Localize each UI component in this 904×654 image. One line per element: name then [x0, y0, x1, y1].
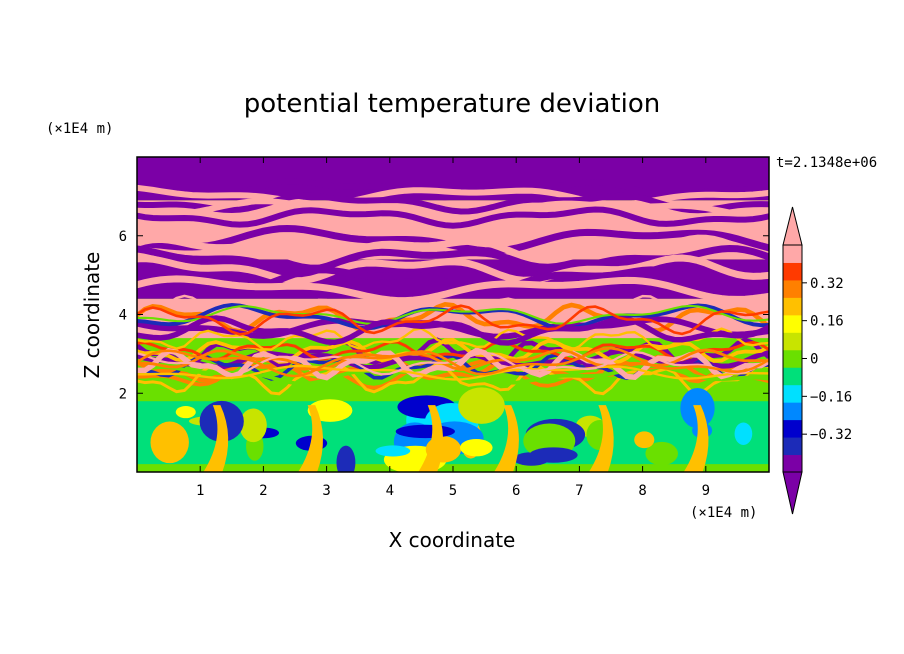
x-tick-label: 7 [575, 483, 583, 499]
x-tick-label: 4 [386, 483, 394, 499]
contour-filament [137, 254, 769, 285]
thermal-plume [683, 405, 709, 472]
convective-cell [395, 424, 455, 439]
colorbar-tick-label: 0.32 [810, 276, 844, 292]
time-label: t=2.1348e+06 [776, 155, 877, 171]
convective-cell [459, 438, 493, 457]
colorbar-tick-label: 0.16 [810, 314, 844, 330]
x-tick-label: 8 [638, 483, 646, 499]
contour-filament [137, 304, 769, 336]
colorbar-extend-bottom [782, 471, 803, 515]
convective-cell [175, 405, 196, 419]
colorbar-tick-label: 0 [810, 352, 818, 368]
x-tick-label: 1 [196, 483, 204, 499]
x-unit-label: (×1E4 m) [690, 505, 757, 521]
x-tick-label: 3 [322, 483, 330, 499]
colorbar-swatch [783, 262, 802, 281]
contour-filament [137, 348, 769, 372]
contour-filament [137, 198, 769, 222]
colorbar-extend-top [782, 206, 803, 246]
x-tick-label: 9 [702, 483, 710, 499]
thermal-plume [494, 405, 519, 472]
convective-cell [634, 431, 655, 449]
colorbar-swatch [783, 367, 802, 386]
thermal-plume [298, 405, 323, 472]
y-unit-label: (×1E4 m) [46, 121, 113, 137]
contour-filament [137, 350, 769, 376]
contour-filament [137, 315, 769, 346]
thermal-plume [418, 405, 444, 472]
contour-filament [137, 184, 769, 208]
contour-filament [137, 234, 769, 265]
field-band [137, 377, 769, 402]
x-tick-label: 5 [449, 483, 457, 499]
contour-field [137, 157, 769, 472]
contour-filament [137, 364, 769, 381]
convective-cell [336, 445, 356, 472]
colorbar-swatch [783, 349, 802, 368]
convective-cell [645, 441, 678, 466]
colorbar-swatch [783, 332, 802, 351]
y-axis-label: Z coordinate [80, 252, 104, 379]
y-tick-label: 2 [119, 386, 127, 402]
chart-title: potential temperature deviation [244, 89, 660, 119]
contour-filament [137, 206, 769, 229]
convective-cell [734, 422, 753, 445]
x-tick-label: 2 [259, 483, 267, 499]
convective-cell [375, 445, 411, 457]
convective-cell [458, 387, 505, 424]
thermal-plume [588, 405, 614, 472]
contour-filament [137, 275, 769, 305]
colorbar-swatch [783, 384, 802, 403]
convective-cell [150, 421, 189, 464]
y-tick-label: 6 [119, 229, 127, 245]
convective-cell [529, 447, 578, 463]
thermal-plume [203, 405, 229, 472]
colorbar-swatch [783, 297, 802, 316]
x-axis-label: X coordinate [389, 528, 516, 552]
colorbar: 0.32 0.16 0 −0.16 −0.32 [782, 206, 852, 515]
colorbar-tick-label: −0.16 [810, 389, 852, 405]
contour-filament [137, 327, 769, 352]
colorbar-swatch [783, 279, 802, 298]
x-tick-label: 6 [512, 483, 520, 499]
colorbar-swatch [783, 437, 802, 456]
colorbar-swatch [783, 245, 802, 263]
colorbar-swatch [783, 402, 802, 421]
colorbar-tick-label: −0.32 [810, 427, 852, 443]
colorbar-swatch [783, 454, 802, 473]
convective-cell [239, 408, 267, 443]
contour-filament [137, 340, 769, 362]
contour-filament [137, 346, 769, 378]
contour-filament [137, 301, 769, 334]
contour-filament [137, 304, 769, 325]
axis-ticks: 1 2 3 4 5 6 7 8 9 2 4 6 [119, 157, 769, 499]
colorbar-swatch [783, 419, 802, 438]
colorbar-swatch [783, 314, 802, 333]
y-tick-label: 4 [119, 308, 127, 324]
